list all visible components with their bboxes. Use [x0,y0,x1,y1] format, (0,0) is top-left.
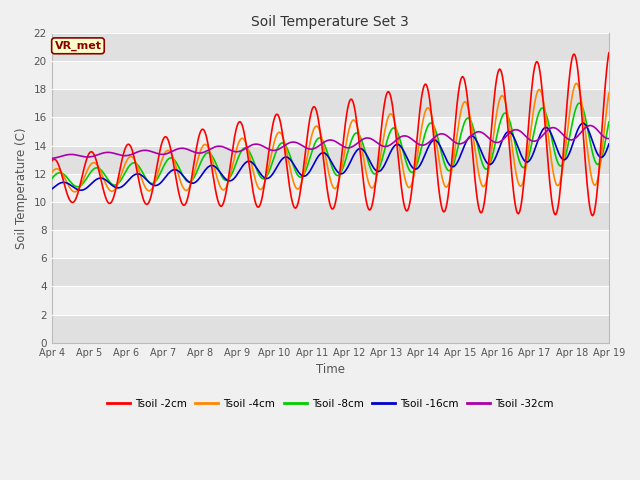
Bar [52,230,609,258]
Bar [52,287,609,315]
Legend: Tsoil -2cm, Tsoil -4cm, Tsoil -8cm, Tsoil -16cm, Tsoil -32cm: Tsoil -2cm, Tsoil -4cm, Tsoil -8cm, Tsoi… [103,395,557,413]
Bar [52,33,609,61]
Bar [52,118,609,145]
Title: Soil Temperature Set 3: Soil Temperature Set 3 [252,15,409,29]
Y-axis label: Soil Temperature (C): Soil Temperature (C) [15,127,28,249]
X-axis label: Time: Time [316,363,345,376]
Bar [52,315,609,343]
Bar [52,174,609,202]
Bar [52,89,609,118]
Text: VR_met: VR_met [54,41,102,51]
Bar [52,202,609,230]
Bar [52,61,609,89]
Bar [52,145,609,174]
Bar [52,258,609,287]
